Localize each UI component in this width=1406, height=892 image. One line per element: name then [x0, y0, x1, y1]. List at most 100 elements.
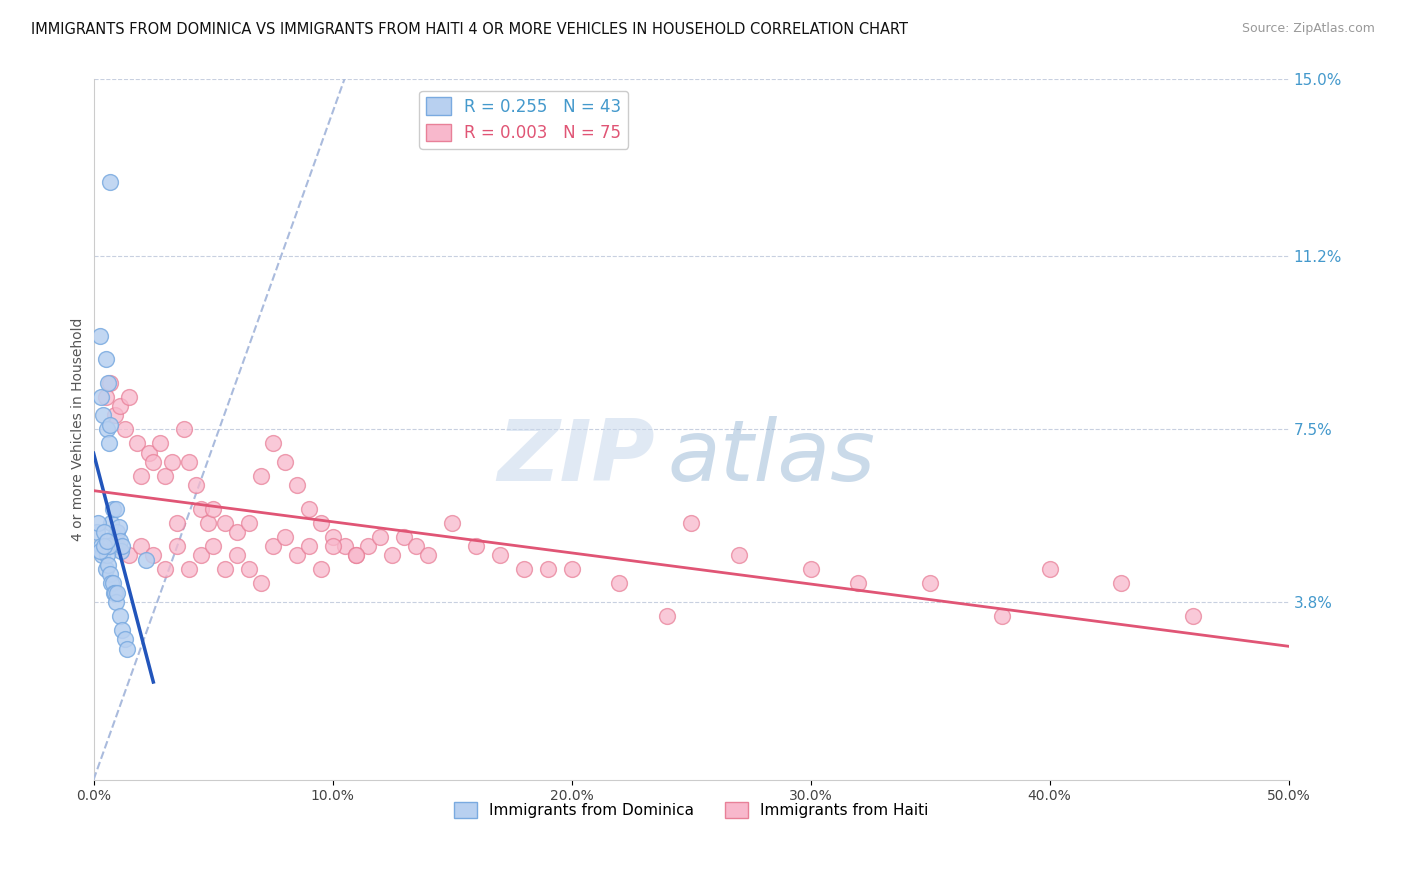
Point [98, 436, 121, 450]
Point [98, 417, 121, 432]
Point [131, 539, 153, 553]
Point [107, 524, 129, 539]
Point [90, 390, 112, 404]
Point [197, 516, 219, 530]
Point [298, 539, 321, 553]
Point [298, 501, 321, 516]
Point [918, 576, 941, 591]
Point [149, 436, 172, 450]
Point [96, 549, 118, 563]
Point [513, 562, 536, 576]
Y-axis label: 4 or more Vehicles in Household: 4 or more Vehicles in Household [72, 318, 86, 541]
Point [250, 576, 273, 591]
Point [238, 516, 260, 530]
Point [135, 553, 157, 567]
Point [104, 586, 127, 600]
Point [173, 422, 195, 436]
Point [110, 543, 132, 558]
Point [333, 539, 356, 553]
Point [96, 422, 118, 436]
Point [107, 520, 129, 534]
Point [101, 501, 124, 516]
Point [179, 562, 201, 576]
Point [262, 436, 284, 450]
Point [728, 549, 751, 563]
Point [111, 539, 134, 553]
Point [190, 549, 212, 563]
Point [657, 609, 679, 624]
Point [131, 469, 153, 483]
Point [93, 539, 115, 553]
Point [166, 516, 188, 530]
Point [89, 543, 111, 558]
Legend: Immigrants from Dominica, Immigrants from Haiti: Immigrants from Dominica, Immigrants fro… [449, 797, 934, 824]
Point [105, 595, 128, 609]
Point [103, 586, 125, 600]
Point [90, 539, 112, 553]
Text: IMMIGRANTS FROM DOMINICA VS IMMIGRANTS FROM HAITI 4 OR MORE VEHICLES IN HOUSEHOL: IMMIGRANTS FROM DOMINICA VS IMMIGRANTS F… [31, 22, 908, 37]
Text: atlas: atlas [668, 416, 875, 499]
Point [101, 576, 124, 591]
Point [226, 524, 249, 539]
Point [104, 539, 127, 553]
Point [89, 329, 111, 343]
Point [98, 539, 121, 553]
Point [98, 567, 121, 582]
Point [155, 469, 177, 483]
Point [681, 516, 703, 530]
Point [465, 539, 488, 553]
Point [202, 539, 225, 553]
Point [214, 562, 236, 576]
Point [166, 539, 188, 553]
Point [186, 478, 208, 492]
Point [162, 455, 184, 469]
Point [405, 539, 427, 553]
Point [111, 623, 134, 637]
Point [142, 549, 165, 563]
Point [104, 409, 127, 423]
Point [238, 562, 260, 576]
Point [86, 524, 108, 539]
Point [609, 576, 631, 591]
Point [91, 409, 114, 423]
Point [87, 516, 110, 530]
Point [381, 549, 404, 563]
Point [285, 478, 308, 492]
Point [118, 549, 141, 563]
Point [800, 562, 823, 576]
Point [108, 534, 131, 549]
Point [262, 539, 284, 553]
Point [142, 455, 165, 469]
Point [202, 501, 225, 516]
Point [103, 530, 125, 544]
Point [214, 516, 236, 530]
Point [990, 609, 1012, 624]
Point [1181, 609, 1204, 624]
Point [108, 609, 131, 624]
Point [97, 558, 120, 572]
Point [108, 399, 131, 413]
Text: Source: ZipAtlas.com: Source: ZipAtlas.com [1241, 22, 1375, 36]
Point [94, 390, 117, 404]
Point [357, 539, 380, 553]
Point [346, 549, 368, 563]
Point [394, 530, 416, 544]
Point [118, 390, 141, 404]
Point [537, 562, 560, 576]
Point [370, 530, 392, 544]
Point [93, 524, 115, 539]
Point [98, 376, 121, 390]
Point [274, 455, 297, 469]
Point [94, 352, 117, 367]
Point [179, 455, 201, 469]
Point [309, 516, 332, 530]
Point [96, 534, 118, 549]
Point [91, 549, 114, 563]
Point [100, 576, 122, 591]
Point [561, 562, 583, 576]
Point [100, 516, 122, 530]
Point [489, 549, 512, 563]
Point [107, 539, 129, 553]
Point [250, 469, 273, 483]
Point [114, 422, 136, 436]
